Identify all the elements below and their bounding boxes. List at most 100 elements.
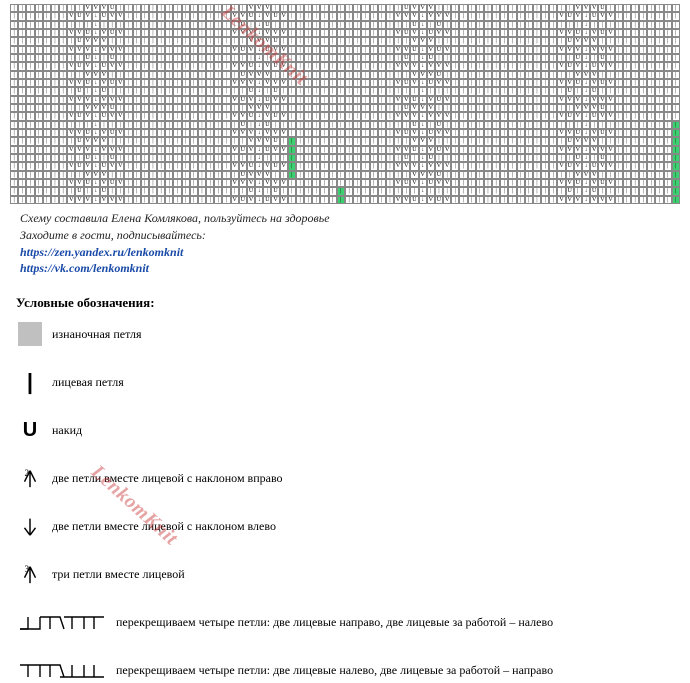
chart-cell: | <box>541 129 549 137</box>
chart-cell: | <box>141 71 149 79</box>
chart-cell: | <box>386 129 394 137</box>
chart-cell: | <box>468 87 476 95</box>
chart-cell: | <box>198 71 206 79</box>
chart-cell: | <box>59 154 67 162</box>
chart-cell: | <box>67 21 75 29</box>
chart-cell: | <box>296 121 304 129</box>
chart-cell: | <box>664 171 672 179</box>
chart-cell: | <box>386 79 394 87</box>
chart-cell: | <box>541 37 549 45</box>
chart-cell: | <box>35 187 43 195</box>
chart-cell: V <box>116 112 124 120</box>
chart-cell: | <box>165 37 173 45</box>
chart-cell: | <box>26 154 34 162</box>
chart-cell: | <box>394 137 402 145</box>
chart-cell: | <box>280 21 288 29</box>
chart-cell: V <box>590 79 598 87</box>
chart-cell: | <box>402 187 410 195</box>
chart-cell: | <box>500 154 508 162</box>
chart-cell: V <box>255 71 263 79</box>
chart-cell: ↓ <box>255 196 263 204</box>
chart-cell: ↓ <box>419 29 427 37</box>
chart-cell: | <box>67 87 75 95</box>
chart-cell: | <box>468 187 476 195</box>
chart-cell: | <box>468 96 476 104</box>
chart-cell: | <box>51 37 59 45</box>
chart-cell: V <box>263 71 271 79</box>
chart-cell: | <box>141 162 149 170</box>
chart-cell: | <box>141 21 149 29</box>
chart-cell: | <box>18 129 26 137</box>
chart-cell: | <box>165 4 173 12</box>
chart-cell: | <box>84 21 92 29</box>
chart-cell: | <box>296 4 304 12</box>
chart-cell: | <box>10 46 18 54</box>
chart-cell: V <box>239 62 247 70</box>
chart-cell: | <box>231 21 239 29</box>
chart-cell: | <box>655 121 663 129</box>
chart-cell: U <box>75 112 83 120</box>
chart-cell: | <box>631 171 639 179</box>
legend-row-yo: U накид <box>16 417 690 443</box>
chart-cell: | <box>500 71 508 79</box>
chart-cell: V <box>108 62 116 70</box>
chart-cell: ↓ <box>419 187 427 195</box>
chart-cell: | <box>182 187 190 195</box>
chart-cell: | <box>615 21 623 29</box>
chart-cell: V <box>271 96 279 104</box>
chart-cell: | <box>206 96 214 104</box>
chart-cell: V <box>100 46 108 54</box>
chart-cell: | <box>492 12 500 20</box>
chart-cell: | <box>124 187 132 195</box>
chart-cell: | <box>508 129 516 137</box>
chart-cell: | <box>370 62 378 70</box>
chart-cell: | <box>198 171 206 179</box>
chart-cell: | <box>141 46 149 54</box>
chart-cell: | <box>206 171 214 179</box>
chart-cell: ↓ <box>92 196 100 204</box>
chart-cell: | <box>198 46 206 54</box>
chart-cell: | <box>141 129 149 137</box>
chart-cell: | <box>288 179 296 187</box>
link-zen[interactable]: https://zen.yandex.ru/lenkomknit <box>20 244 690 261</box>
chart-cell: | <box>492 46 500 54</box>
chart-cell: | <box>468 154 476 162</box>
chart-cell: | <box>361 71 369 79</box>
chart-cell: | <box>214 4 222 12</box>
chart-cell: V <box>435 162 443 170</box>
chart-cell: | <box>304 146 312 154</box>
chart-cell: | <box>459 171 467 179</box>
chart-cell: V <box>231 112 239 120</box>
chart-cell: | <box>500 79 508 87</box>
chart-cell: | <box>59 37 67 45</box>
chart-cell: | <box>508 46 516 54</box>
chart-cell: | <box>149 71 157 79</box>
chart-cell: U <box>247 12 255 20</box>
chart-cell: | <box>165 21 173 29</box>
chart-cell: V <box>410 179 418 187</box>
chart-cell: | <box>59 179 67 187</box>
chart-cell: V <box>606 162 614 170</box>
chart-cell: | <box>664 29 672 37</box>
chart-cell: | <box>214 196 222 204</box>
chart-cell: | <box>459 112 467 120</box>
chart-cell: | <box>623 12 631 20</box>
chart-cell: | <box>631 137 639 145</box>
chart-cell: | <box>35 112 43 120</box>
chart-cell: | <box>525 37 533 45</box>
link-vk[interactable]: https://vk.com/lenkomknit <box>20 260 690 277</box>
chart-cell: | <box>108 37 116 45</box>
chart-cell: | <box>206 112 214 120</box>
chart-cell: | <box>59 112 67 120</box>
chart-cell: | <box>484 71 492 79</box>
chart-cell: | <box>337 71 345 79</box>
chart-cell: | <box>214 54 222 62</box>
chart-cell: | <box>165 29 173 37</box>
chart-cell: | <box>443 187 451 195</box>
chart-cell: | <box>533 96 541 104</box>
chart-cell: | <box>116 71 124 79</box>
chart-cell: | <box>124 146 132 154</box>
chart-cell: | <box>361 129 369 137</box>
chart-cell: | <box>337 171 345 179</box>
chart-cell: | <box>517 37 525 45</box>
